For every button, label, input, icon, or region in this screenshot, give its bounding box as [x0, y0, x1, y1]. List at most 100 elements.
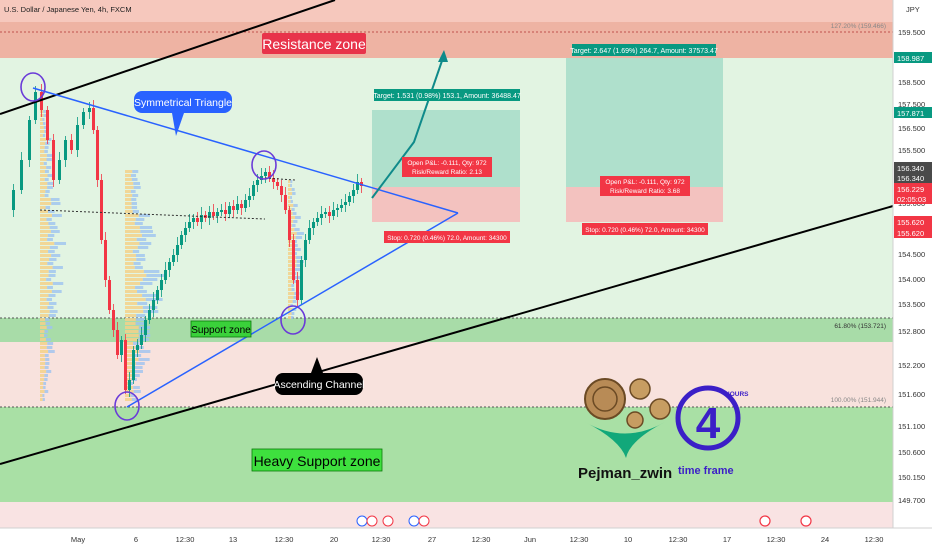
time-tick-label: 12:30: [865, 535, 884, 544]
volume-bar: [40, 234, 48, 237]
volume-bar: [40, 394, 43, 397]
volume-bar: [40, 330, 45, 333]
volume-bar: [40, 298, 47, 301]
volume-bar: [288, 316, 292, 319]
level-dotted-line-2: [264, 177, 296, 181]
volume-bar: [47, 174, 54, 177]
volume-bar: [125, 174, 132, 177]
heavy-support-zone-label: Heavy Support zone: [254, 453, 381, 469]
volume-bar: [43, 386, 46, 389]
us-flag-event-icon[interactable]: [382, 515, 394, 527]
volume-bar: [125, 374, 134, 377]
volume-bar: [44, 194, 49, 197]
fire-event-icon-3[interactable]: [800, 515, 812, 527]
us-flag-event-icon-3[interactable]: [418, 515, 430, 527]
volume-bar: [131, 202, 137, 205]
volume-bar: [40, 342, 48, 345]
price-flag: [894, 107, 932, 118]
volume-bar: [131, 178, 138, 181]
volume-bar: [133, 342, 140, 345]
channel-lower-line[interactable]: [0, 205, 894, 465]
volume-bar: [288, 248, 296, 251]
volume-bar: [295, 236, 303, 239]
time-tick-label: 12:30: [275, 535, 294, 544]
projection-arrow[interactable]: [371, 54, 445, 199]
position2-target-box[interactable]: [566, 58, 723, 187]
event-icons[interactable]: [356, 515, 812, 527]
volume-bar: [135, 362, 145, 365]
volume-bar: [40, 130, 45, 133]
us-flag-event-icon-2[interactable]: [408, 515, 420, 527]
time-axis[interactable]: [0, 528, 932, 550]
volume-bar: [46, 166, 52, 169]
price-flag: [894, 162, 932, 173]
candle-body: [228, 206, 231, 214]
position1-stop-box[interactable]: [372, 187, 520, 222]
candle-body: [216, 212, 219, 216]
pos2-stop-label-box: [582, 223, 708, 235]
volume-bar: [290, 200, 293, 203]
volume-bar: [134, 370, 143, 373]
pos2-stop-label: Stop: 0.720 (0.46%) 72.0, Amount: 34300: [585, 227, 705, 234]
volume-bar: [51, 290, 62, 293]
volume-bar: [40, 362, 46, 365]
candle-body: [20, 160, 23, 190]
candle-body: [46, 110, 49, 140]
volume-bar: [140, 282, 153, 285]
volume-bar: [46, 326, 53, 329]
candle-body: [316, 218, 319, 222]
volume-bar: [43, 126, 48, 129]
volume-bar: [40, 242, 55, 245]
candle-body: [324, 212, 327, 214]
volume-bar: [125, 194, 133, 197]
volume-bar: [43, 110, 46, 113]
triangle-lower-line[interactable]: [126, 212, 459, 408]
volume-bar: [293, 296, 299, 299]
volume-bar: [40, 262, 48, 265]
price-axis[interactable]: [893, 0, 932, 528]
volume-bar: [43, 114, 47, 117]
candle-body: [172, 255, 175, 262]
candle-body: [40, 92, 43, 110]
price-flag: [894, 216, 932, 227]
volume-bar: [40, 318, 46, 321]
volume-bar: [125, 314, 137, 317]
volume-bar: [40, 122, 44, 125]
volume-bar: [40, 158, 47, 161]
volume-bar: [291, 208, 295, 211]
price-tick-label: 158.500: [898, 78, 925, 87]
candle-body: [152, 300, 155, 310]
time-frame-caption: time frame: [678, 465, 734, 477]
volume-bar: [40, 334, 45, 337]
volume-bar: [293, 244, 298, 247]
volume-bar: [40, 390, 45, 393]
volume-bar: [40, 246, 50, 249]
candle-body: [348, 196, 351, 202]
volume-bar: [133, 390, 141, 393]
fire-event-icon-2[interactable]: [759, 515, 771, 527]
volume-bar: [40, 162, 44, 165]
triangle-callout-box: [134, 91, 232, 113]
volume-bar: [46, 218, 52, 221]
volume-bar: [136, 314, 146, 317]
triangle-upper-line[interactable]: [32, 87, 459, 214]
volume-bar: [40, 294, 49, 297]
price-flag-label: 155.620: [897, 218, 924, 227]
fire-event-icon[interactable]: [366, 515, 378, 527]
volume-bar: [133, 374, 140, 377]
coin-stack-icon-inner: [592, 386, 618, 412]
candle-body: [300, 260, 303, 300]
volume-bar: [125, 262, 134, 265]
lightning-event-icon[interactable]: [356, 515, 368, 527]
price-flag-label: 156.340: [897, 164, 924, 173]
volume-bar: [44, 334, 48, 337]
candle-body: [352, 190, 355, 196]
time-tick-label: 12:30: [372, 535, 391, 544]
volume-bar: [40, 170, 45, 173]
volume-bar: [125, 226, 140, 229]
volume-bar: [40, 198, 51, 201]
volume-bar: [125, 178, 132, 181]
volume-bar: [40, 210, 49, 213]
resistance-zone-band: [0, 22, 893, 58]
volume-bar: [48, 270, 56, 273]
